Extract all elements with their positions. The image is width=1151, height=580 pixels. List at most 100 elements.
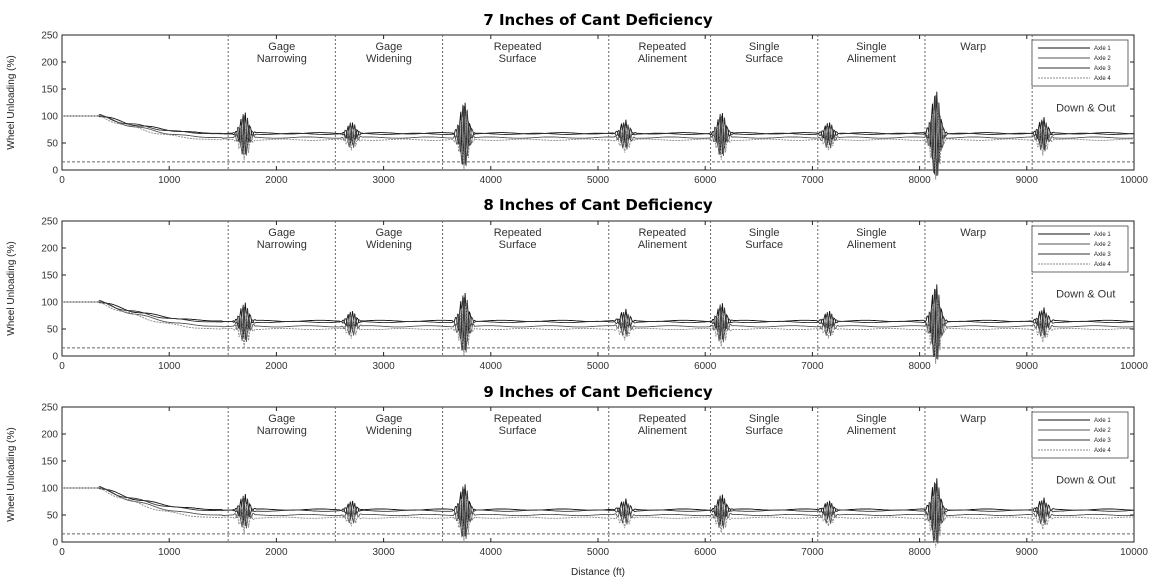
- x-tick-label: 3000: [372, 547, 395, 558]
- y-axis-label: Wheel Unloading (%): [6, 55, 17, 150]
- section-label: Widening: [366, 53, 412, 65]
- series-line-1: [62, 478, 1134, 541]
- y-tick-label: 150: [41, 457, 58, 468]
- y-tick-label: 50: [47, 511, 59, 522]
- series-line-4: [62, 486, 1134, 548]
- section-label: Alinement: [847, 53, 896, 65]
- section-label: Repeated: [638, 227, 686, 239]
- section-label: Narrowing: [257, 53, 307, 65]
- section-label: Gage: [268, 227, 295, 239]
- chart-panel-3: 9 Inches of Cant Deficiency 0 50 100 150 200 2…: [6, 383, 1148, 578]
- y-tick-label: 250: [41, 403, 58, 414]
- series-line-1: [62, 91, 1135, 175]
- section-label: Narrowing: [257, 239, 307, 251]
- chart-panel-1: 7 Inches of Cant Deficiency 0 50 100 150 200 2…: [6, 11, 1148, 186]
- section-label: Single: [749, 413, 780, 425]
- x-tick-label: 4000: [480, 547, 503, 558]
- y-tick-label: 0: [52, 166, 58, 177]
- section-label: Surface: [499, 53, 537, 65]
- chart-title: 7 Inches of Cant Deficiency: [483, 11, 713, 29]
- x-tick-label: 2000: [265, 361, 288, 372]
- legend-entry: Axle 1: [1094, 232, 1111, 238]
- plot-frame: [61, 220, 1135, 357]
- section-label: Warp: [960, 413, 986, 425]
- legend-entry: Axle 1: [1094, 46, 1111, 52]
- legend-entry: Axle 4: [1094, 76, 1111, 82]
- x-tick-label: 6000: [694, 175, 717, 186]
- y-tick-label: 0: [52, 352, 58, 363]
- y-tick-label: 100: [41, 112, 58, 123]
- x-tick-label: 2000: [265, 175, 288, 186]
- x-tick-label: 8000: [908, 361, 931, 372]
- y-tick-label: 0: [52, 538, 58, 549]
- section-label: Gage: [375, 41, 402, 53]
- x-tick-label: 3000: [372, 361, 395, 372]
- x-tick-label: 8000: [908, 175, 931, 186]
- section-label: Alinement: [638, 239, 687, 251]
- section-label: Single: [749, 227, 780, 239]
- section-label: Repeated: [494, 227, 542, 239]
- x-tick-label: 8000: [908, 547, 931, 558]
- section-label: Alinement: [638, 53, 687, 65]
- x-tick-label: 2000: [265, 547, 288, 558]
- y-tick-label: 200: [41, 430, 58, 441]
- chart-title: 9 Inches of Cant Deficiency: [483, 383, 713, 401]
- x-tick-label: 9000: [1016, 361, 1039, 372]
- series-line-2: [62, 483, 1135, 544]
- section-label: Alinement: [847, 239, 896, 251]
- x-tick-label: 7000: [801, 547, 824, 558]
- legend-entry: Axle 2: [1094, 428, 1111, 434]
- section-label: Single: [856, 41, 887, 53]
- section-label: Repeated: [494, 41, 542, 53]
- section-label: Repeated: [638, 41, 686, 53]
- y-tick-label: 250: [41, 31, 58, 42]
- legend-box: [1031, 225, 1129, 273]
- legend-box: [1031, 39, 1129, 87]
- section-label: Alinement: [638, 425, 687, 437]
- series-line-1: [62, 284, 1134, 357]
- y-tick-label: 50: [47, 325, 59, 336]
- section-label: Surface: [745, 239, 783, 251]
- section-label: Single: [749, 41, 780, 53]
- x-tick-label: 3000: [372, 175, 395, 186]
- y-tick-label: 150: [41, 271, 58, 282]
- legend-entry: Axle 3: [1094, 252, 1111, 258]
- y-tick-label: 100: [41, 484, 58, 495]
- section-label: Repeated: [638, 413, 686, 425]
- series-line-3: [62, 482, 1135, 543]
- legend-entry: Axle 3: [1094, 438, 1111, 444]
- x-tick-label: 7000: [801, 175, 824, 186]
- y-axis-label: Wheel Unloading (%): [6, 427, 17, 522]
- x-tick-label: 1000: [158, 175, 181, 186]
- x-tick-label: 0: [59, 361, 65, 372]
- x-tick-label: 9000: [1016, 175, 1039, 186]
- section-label: Surface: [745, 53, 783, 65]
- x-tick-label: 10000: [1120, 175, 1148, 186]
- section-label: Gage: [375, 227, 402, 239]
- series-line-2: [62, 289, 1135, 360]
- section-label: Down & Out: [1056, 475, 1115, 487]
- x-tick-label: 10000: [1120, 361, 1148, 372]
- x-tick-label: 0: [59, 547, 65, 558]
- legend-entry: Axle 2: [1094, 56, 1111, 62]
- y-tick-label: 200: [41, 244, 58, 255]
- chart-title: 8 Inches of Cant Deficiency: [483, 196, 713, 214]
- x-tick-label: 10000: [1120, 547, 1148, 558]
- legend-entry: Axle 2: [1094, 242, 1111, 248]
- x-tick-label: 5000: [587, 361, 610, 372]
- y-tick-label: 100: [41, 298, 58, 309]
- section-label: Down & Out: [1056, 103, 1115, 115]
- x-tick-label: 6000: [694, 547, 717, 558]
- section-label: Warp: [960, 41, 986, 53]
- section-label: Gage: [375, 413, 402, 425]
- x-tick-label: 5000: [587, 547, 610, 558]
- section-label: Warp: [960, 227, 986, 239]
- y-tick-label: 50: [47, 139, 59, 150]
- x-tick-label: 7000: [801, 361, 824, 372]
- x-tick-label: 6000: [694, 361, 717, 372]
- section-label: Surface: [499, 239, 537, 251]
- x-axis-label: Distance (ft): [571, 567, 625, 578]
- y-tick-label: 200: [41, 58, 58, 69]
- plot-frame: [61, 34, 1135, 171]
